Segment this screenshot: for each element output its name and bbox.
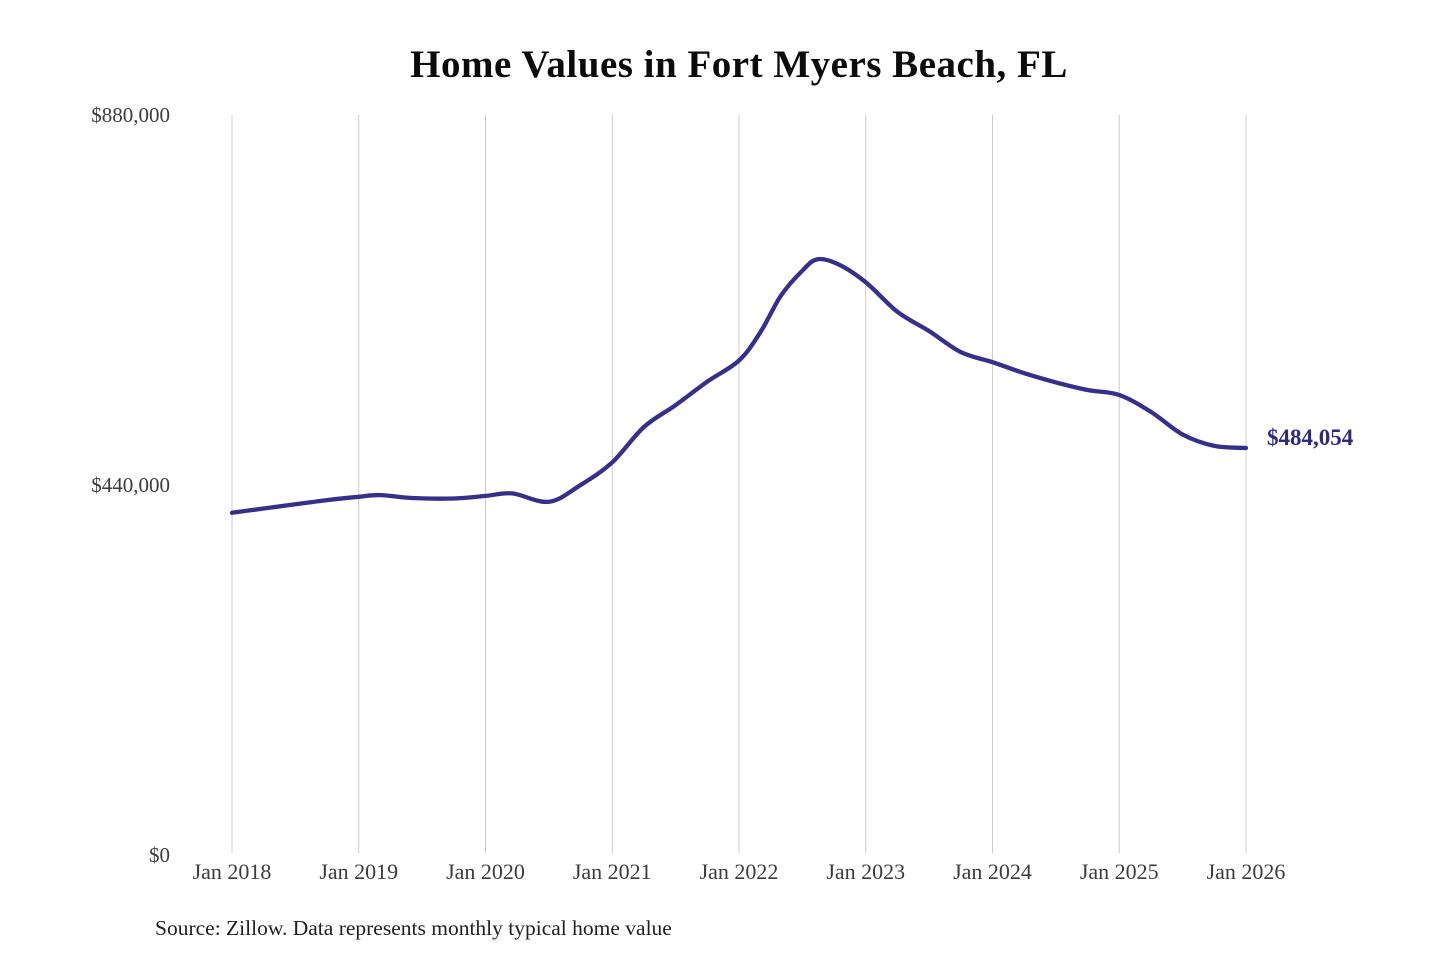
y-axis-label: $880,000 [91,103,170,127]
x-axis-label: Jan 2024 [953,859,1032,884]
x-axis-label: Jan 2025 [1079,859,1159,884]
current-value-annotation: $484,054 [1267,425,1354,450]
chart-title: Home Values in Fort Myers Beach, FL [410,43,1068,86]
source-note: Source: Zillow. Data represents monthly … [155,916,672,940]
x-axis-label: Jan 2018 [192,859,272,884]
x-axis-label: Jan 2021 [572,859,652,884]
y-axis-label: $440,000 [91,473,170,497]
x-axis-label: Jan 2023 [826,859,906,884]
x-axis-label: Jan 2020 [446,859,525,884]
year-gridlines [231,115,1247,853]
x-axis-label: Jan 2019 [319,859,399,884]
home-value-line-series [229,256,1249,515]
x-axis-label: Jan 2022 [699,859,779,884]
y-axis-label: $0 [149,843,170,867]
x-axis-label: Jan 2026 [1206,859,1286,884]
